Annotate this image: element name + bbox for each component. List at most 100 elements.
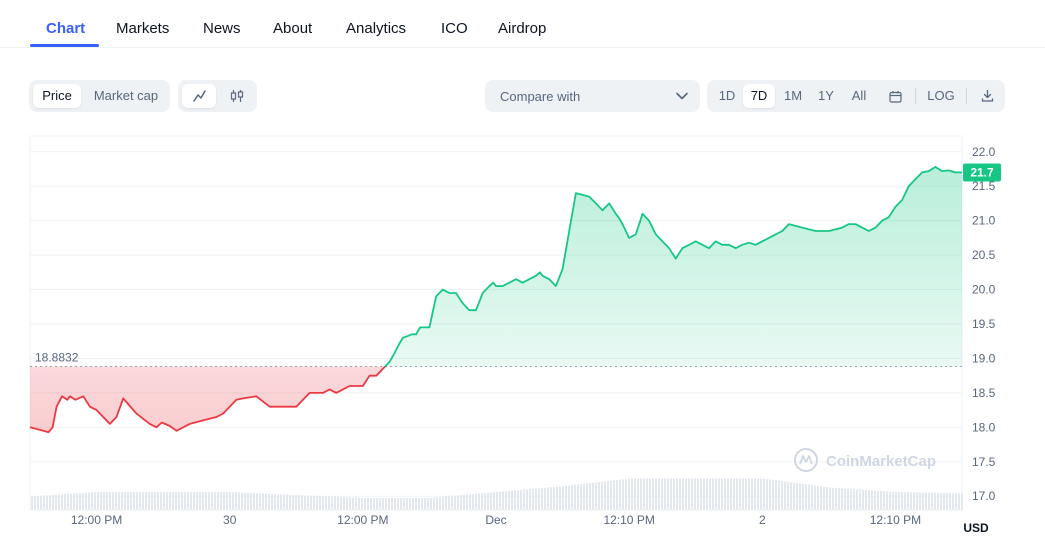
volume-bar bbox=[793, 482, 795, 510]
volume-bar bbox=[52, 495, 54, 510]
y-tick-label: 21.5 bbox=[972, 179, 996, 193]
volume-bar bbox=[859, 489, 861, 510]
volume-bar bbox=[916, 492, 918, 510]
range-all-button[interactable]: All bbox=[851, 88, 867, 103]
volume-bar bbox=[739, 478, 741, 510]
candlestick-button[interactable] bbox=[220, 84, 254, 108]
volume-bar bbox=[388, 497, 390, 510]
tab-about[interactable]: About bbox=[273, 20, 313, 37]
range-1d-button[interactable]: 1D bbox=[718, 88, 736, 103]
volume-bar bbox=[784, 481, 786, 510]
volume-bar bbox=[421, 497, 423, 510]
volume-bar bbox=[718, 478, 720, 510]
volume-bar bbox=[679, 478, 681, 510]
volume-bar bbox=[736, 478, 738, 510]
volume-bar bbox=[367, 497, 369, 510]
volume-bar bbox=[823, 486, 825, 510]
volume-bar bbox=[232, 492, 234, 510]
volume-bar bbox=[319, 496, 321, 510]
log-scale-button[interactable]: LOG bbox=[927, 88, 955, 103]
volume-bar bbox=[241, 492, 243, 510]
volume-bar bbox=[634, 478, 636, 510]
volume-bar bbox=[295, 495, 297, 510]
volume-bar bbox=[91, 492, 93, 510]
volume-bar bbox=[46, 495, 48, 510]
range-1m-button[interactable]: 1M bbox=[783, 88, 803, 103]
x-tick-label: 12:10 PM bbox=[603, 513, 654, 527]
volume-bar bbox=[79, 493, 81, 510]
tab-news[interactable]: News bbox=[203, 20, 241, 37]
tab-bar: Chart Markets News About Analytics ICO A… bbox=[0, 0, 1045, 48]
volume-bar bbox=[709, 478, 711, 510]
volume-bar bbox=[448, 496, 450, 510]
volume-bar bbox=[682, 478, 684, 510]
volume-bar bbox=[841, 488, 843, 510]
volume-bar bbox=[160, 492, 162, 510]
volume-bar bbox=[355, 497, 357, 510]
volume-bar bbox=[274, 494, 276, 510]
volume-bar bbox=[802, 483, 804, 510]
price-chart-svg[interactable]: 18.8832 22.0 21.5 21.0 20.5 20.0 19.5 19.0 18.5… bbox=[0, 130, 1045, 550]
volume-bar bbox=[847, 488, 849, 510]
volume-bar bbox=[760, 478, 762, 510]
price-line-down bbox=[29, 366, 387, 434]
volume-bar bbox=[493, 492, 495, 510]
range-7d-button[interactable]: 7D bbox=[743, 84, 775, 108]
volume-bar bbox=[49, 495, 51, 510]
volume-bar bbox=[562, 486, 564, 510]
volume-bar bbox=[424, 497, 426, 510]
watermark-text: CoinMarketCap bbox=[826, 453, 936, 470]
volume-bar bbox=[328, 496, 330, 510]
tab-analytics[interactable]: Analytics bbox=[346, 20, 407, 37]
compare-dropdown[interactable]: Compare with bbox=[485, 80, 700, 112]
volume-bar bbox=[301, 495, 303, 510]
volume-bar bbox=[844, 488, 846, 510]
divider bbox=[915, 88, 916, 104]
tab-markets[interactable]: Markets bbox=[116, 20, 170, 37]
download-button[interactable] bbox=[973, 84, 1001, 108]
market-cap-button[interactable]: Market cap bbox=[93, 88, 159, 103]
volume-bar bbox=[649, 478, 651, 510]
volume-bar bbox=[271, 493, 273, 510]
tab-ico[interactable]: ICO bbox=[441, 20, 468, 37]
volume-bar bbox=[574, 484, 576, 510]
volume-bar bbox=[451, 495, 453, 510]
volume-bar bbox=[133, 492, 135, 510]
volume-bar bbox=[532, 488, 534, 510]
price-area-up bbox=[385, 166, 962, 367]
volume-bar bbox=[556, 486, 558, 510]
volume-bar bbox=[880, 490, 882, 510]
volume-bar bbox=[70, 493, 72, 510]
volume-bar bbox=[124, 492, 126, 510]
volume-bar bbox=[61, 494, 63, 510]
volume-bar bbox=[226, 492, 228, 510]
volume-bar bbox=[88, 492, 90, 510]
volume-bar bbox=[553, 486, 555, 510]
volume-bar bbox=[55, 494, 57, 510]
volume-bar bbox=[640, 478, 642, 510]
compare-label: Compare with bbox=[500, 89, 581, 104]
volume-bar bbox=[304, 495, 306, 510]
price-button[interactable]: Price bbox=[33, 84, 81, 108]
volume-bar bbox=[598, 482, 600, 510]
volume-bar bbox=[904, 492, 906, 510]
volume-bar bbox=[796, 483, 798, 510]
line-chart-button[interactable] bbox=[182, 84, 216, 108]
date-range-button[interactable] bbox=[881, 84, 909, 108]
tab-airdrop[interactable]: Airdrop bbox=[498, 20, 547, 37]
volume-bar bbox=[829, 487, 831, 510]
volume-bar bbox=[181, 492, 183, 510]
volume-bar bbox=[220, 492, 222, 510]
tab-chart[interactable]: Chart bbox=[46, 20, 86, 37]
volume-bar bbox=[97, 492, 99, 510]
y-tick-label: 17.0 bbox=[972, 489, 996, 503]
watermark-logo-mark bbox=[799, 455, 813, 465]
volume-bar bbox=[934, 492, 936, 510]
range-1y-button[interactable]: 1Y bbox=[818, 88, 834, 103]
volume-bar bbox=[64, 494, 66, 510]
volume-bar bbox=[112, 492, 114, 510]
volume-bar bbox=[811, 485, 813, 510]
volume-bar bbox=[571, 485, 573, 510]
price-chart[interactable]: 18.8832 22.0 21.5 21.0 20.5 20.0 19.5 19.0 18.5… bbox=[0, 130, 1045, 550]
volume-bar bbox=[706, 478, 708, 510]
